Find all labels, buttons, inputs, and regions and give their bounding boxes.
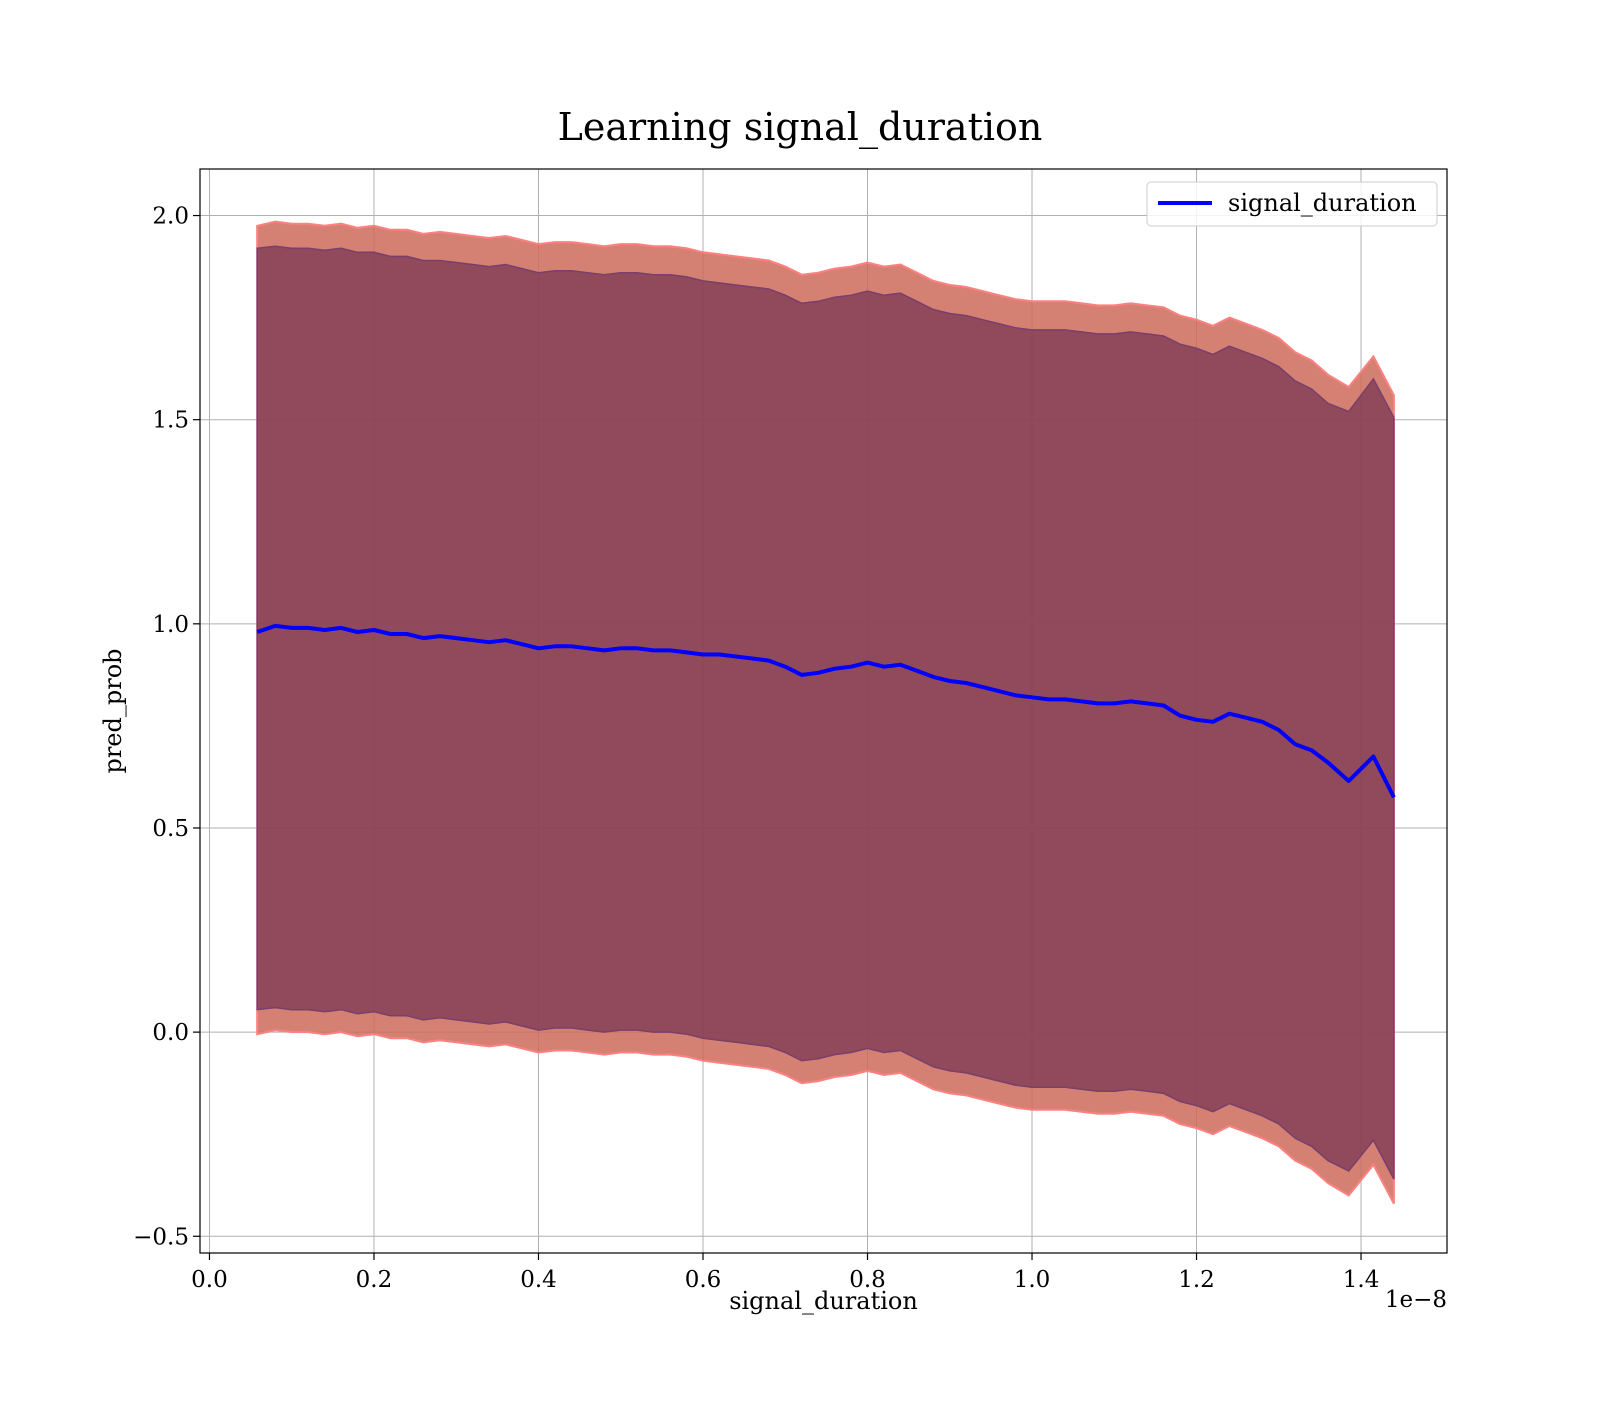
y-tick-label: −0.5 (133, 1224, 189, 1250)
ticks: 0.0 0.2 0.4 0.6 0.8 1.0 1.2 1.4−0.50.00.51.01.5… (133, 204, 1379, 1293)
bands (256, 220, 1395, 1205)
x-tick-label: 0.6 (685, 1267, 722, 1293)
legend-box (1146, 181, 1438, 227)
y-tick-label: 0.0 (152, 1020, 189, 1046)
plot-frame (199, 168, 1448, 1254)
series-line-signal-duration (256, 623, 1396, 799)
x-tick-label: 0.2 (356, 1267, 393, 1293)
x-tick-label: 1.2 (1178, 1267, 1215, 1293)
x-tick-label: 0.4 (520, 1267, 557, 1293)
y-tick-label: 0.5 (152, 816, 189, 842)
x-tick-label: 0.8 (849, 1267, 886, 1293)
x-tick-label: 1.0 (1014, 1267, 1051, 1293)
y-axis-label: pred_prob (99, 648, 127, 773)
y-tick-label: 1.5 (152, 408, 189, 434)
legend: signal_duration (1146, 181, 1438, 227)
x-axis-label: signal_duration (729, 1287, 918, 1315)
series-lines (256, 623, 1396, 799)
y-tick-label: 2.0 (152, 204, 189, 230)
x-tick-label: 1.4 (1343, 1267, 1380, 1293)
inner-confidence-band (256, 245, 1395, 1180)
x-offset-label: 1e−8 (1385, 1287, 1447, 1313)
x-tick-label: 0.0 (191, 1267, 228, 1293)
y-tick-label: 1.0 (152, 612, 189, 638)
legend-label: signal_duration (1228, 189, 1417, 217)
chart-title: Learning signal_duration (558, 105, 1043, 150)
